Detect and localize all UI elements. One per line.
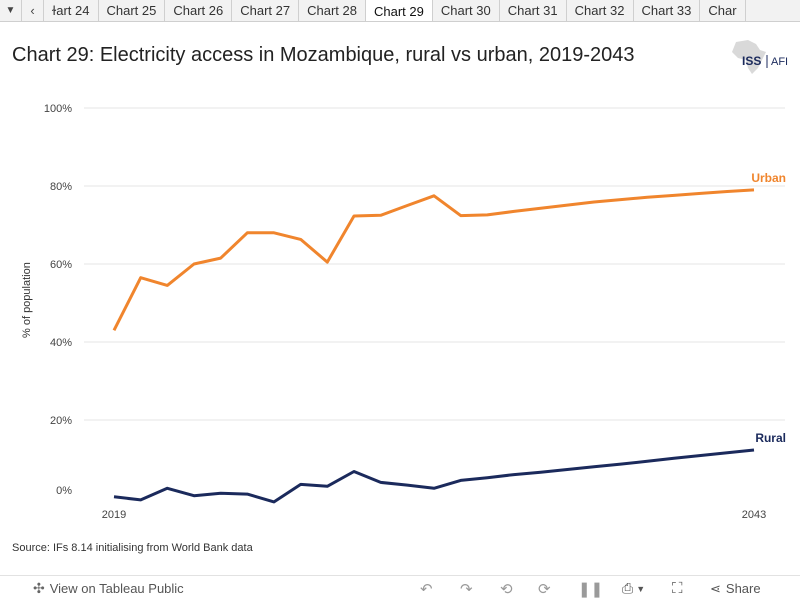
sheet-tab-bar: ▼ ‹ ɫart 24 Chart 25 Chart 26 Chart 27 Chart… [0, 0, 800, 22]
share-icon: ⋖ [710, 580, 721, 596]
tab-scroll-left-icon[interactable]: ‹ [22, 0, 44, 21]
y-tick-label: 0% [56, 485, 72, 497]
source-note: Source: IFs 8.14 initialising from World… [12, 542, 253, 554]
y-tick-label: 60% [50, 259, 72, 271]
fullscreen-icon[interactable]: ⛶ [672, 580, 683, 597]
y-tick-label: 100% [44, 103, 72, 115]
bottom-toolbar: ✣ View on Tableau Public ↶ ↷ ⟲ ⟳ ❚❚ ⎙ ▼ … [0, 575, 800, 601]
undo-icon[interactable]: ↶ [420, 580, 433, 598]
revert-icon[interactable]: ⟲ [500, 580, 513, 598]
refresh-icon[interactable]: ⟳ [538, 580, 551, 598]
tab-chart-26[interactable]: Chart 26 [165, 0, 233, 21]
download-button[interactable]: ⎙ ▼ [622, 576, 645, 601]
tab-chart-31[interactable]: Chart 31 [500, 0, 567, 21]
view-on-tableau-public-link[interactable]: ✣ View on Tableau Public [33, 576, 184, 601]
logo-iss-text: ISS [742, 54, 761, 68]
tab-list: ɫart 24 Chart 25 Chart 26 Chart 27 Chart 28 C… [44, 0, 746, 21]
share-label: Share [725, 581, 761, 596]
series-label-urban: Urban [751, 171, 786, 185]
series-line-rural [113, 448, 755, 504]
logo-afi-text: AFI [771, 56, 788, 68]
x-tick-label: 2019 [102, 509, 126, 521]
y-tick-label: 80% [50, 181, 72, 193]
tab-chart-25[interactable]: Chart 25 [99, 0, 166, 21]
series-label-rural: Rural [755, 431, 786, 445]
view-on-tableau-label: View on Tableau Public [49, 581, 184, 596]
x-tick-label: 2043 [742, 509, 766, 521]
tab-chart-27[interactable]: Chart 27 [232, 0, 300, 21]
pause-icon[interactable]: ❚❚ [578, 580, 604, 598]
tab--art-24[interactable]: ɫart 24 [44, 0, 99, 21]
tab-chart-33[interactable]: Chart 33 [634, 0, 701, 21]
tab-chart-28[interactable]: Chart 28 [299, 0, 366, 21]
share-button[interactable]: ⋖ Share [710, 576, 761, 601]
series-line-urban [112, 188, 755, 331]
tab-list-dropdown-icon[interactable]: ▼ [0, 0, 22, 21]
download-icon: ⎙ [622, 580, 634, 596]
tableau-logo-icon: ✣ [33, 580, 45, 596]
tab-chart-32[interactable]: Chart 32 [567, 0, 634, 21]
iss-afi-logo: ISS AFI [732, 40, 788, 74]
y-tick-label: 40% [50, 337, 72, 349]
tab-chart-30[interactable]: Chart 30 [433, 0, 500, 21]
africa-map-icon [732, 40, 766, 74]
chart-title: Chart 29: Electricity access in Mozambiq… [12, 44, 635, 66]
tab-char[interactable]: Char [700, 0, 746, 21]
redo-icon[interactable]: ↷ [460, 580, 473, 598]
y-axis-label: % of population [21, 262, 33, 338]
y-tick-label: 20% [50, 415, 72, 427]
tab-chart-29[interactable]: Chart 29 [366, 0, 433, 21]
chevron-down-icon: ▼ [636, 583, 646, 594]
